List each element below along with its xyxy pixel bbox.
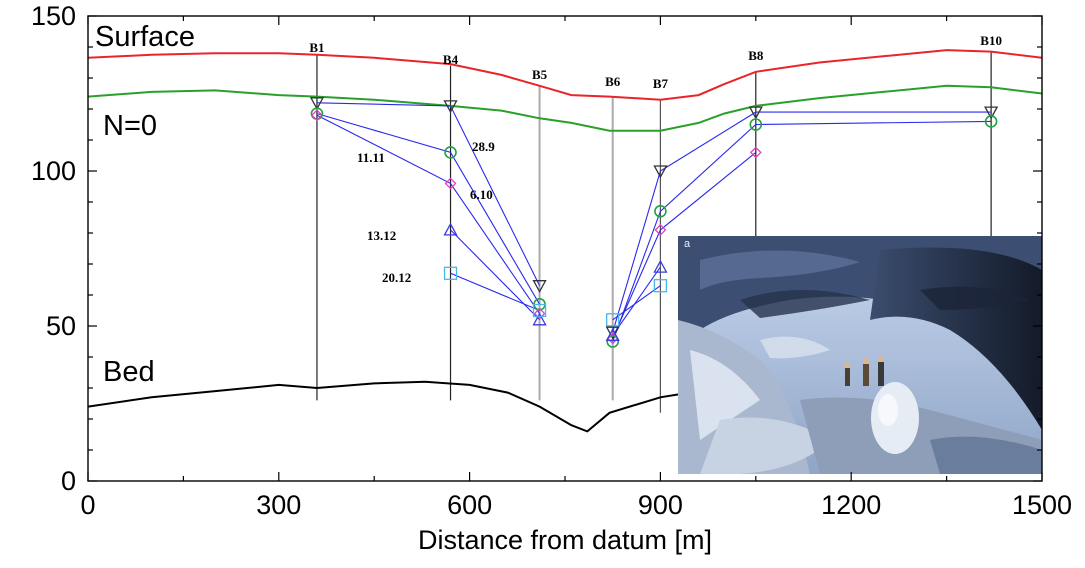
x-tick-label-900: 900 (638, 490, 683, 520)
borehole-label-b1: B1 (309, 40, 324, 55)
borehole-label-b5: B5 (532, 67, 548, 82)
y-tick-label-150: 150 (31, 1, 76, 31)
isochrone-1-point-6 (749, 118, 763, 131)
isochrone-2-point-0 (311, 109, 323, 122)
x-tick-label-1500: 1500 (1012, 490, 1072, 520)
isochrone-0-point-2 (532, 280, 547, 294)
y-tick-label-0: 0 (61, 466, 76, 496)
bed-label: Bed (103, 356, 155, 388)
isochrone-3-point-3 (605, 327, 620, 341)
borehole-label-b10: B10 (980, 33, 1002, 48)
surface-line (88, 49, 1042, 101)
isochrone-line-2 (316, 114, 757, 339)
x-tick-label-600: 600 (447, 490, 492, 520)
glacier-cave-photo: a (678, 236, 1042, 474)
isochrone-4-point-0 (443, 266, 458, 280)
photo-panel-letter: a (684, 238, 691, 250)
isochrone-0-point-7 (984, 106, 999, 120)
isochrone-line-1 (316, 113, 992, 342)
isochrone-line-4 (450, 272, 661, 321)
isochrone-3-point-1 (532, 312, 547, 326)
isochrone-4-point-4 (653, 279, 668, 293)
date-label-0: 28.9 (472, 139, 495, 154)
date-label-3: 13.12 (367, 228, 396, 243)
isochrone-0-point-0 (309, 97, 325, 111)
isochrone-4-point-1 (532, 303, 547, 318)
borehole-label-b6: B6 (605, 74, 621, 89)
date-label-4: 20.12 (382, 270, 411, 285)
isochrone-1-point-7 (984, 115, 998, 128)
isochrone-0-point-1 (443, 100, 458, 114)
isochrone-4-point-3 (606, 313, 620, 327)
date-label-2: 6.10 (470, 187, 493, 202)
isochrone-2-point-1 (444, 177, 457, 190)
date-label-1: 11.11 (357, 150, 385, 165)
surface-label: Surface (95, 21, 195, 53)
isochrone-0-point-4 (605, 326, 620, 340)
isochrone-1-point-5 (654, 205, 667, 218)
axes: B1 B4 B5 B6 B7 B8 B10 Surface N=0 Bed 28.9 11.11 6.1… (31, 1, 1072, 555)
isochrone-1-point-0 (310, 107, 324, 120)
isochrone-2-point-6 (749, 146, 762, 159)
borehole-label-b4: B4 (443, 52, 459, 67)
x-tick-label-0: 0 (80, 490, 95, 520)
isochrone-3-point-4 (653, 259, 668, 273)
isochrone-line-0 (316, 102, 992, 333)
isochrone-0-point-6 (748, 106, 763, 120)
bed-line (88, 380, 756, 433)
n0-line (88, 84, 1042, 132)
isochrone-0-point-5 (653, 165, 668, 179)
n0-label: N=0 (103, 110, 157, 142)
x-tick-label-300: 300 (256, 490, 301, 520)
isochrone-1-point-1 (444, 146, 457, 159)
y-tick-label-50: 50 (46, 311, 76, 341)
isochrone-3-point-0 (443, 222, 458, 236)
borehole-label-b7: B7 (653, 76, 669, 91)
plot-area (88, 49, 1042, 433)
isochrone-line-3 (450, 229, 661, 336)
isochrone-2-point-2 (533, 307, 546, 320)
borehole-label-b8: B8 (748, 48, 764, 63)
isochrone-2-point-5 (654, 223, 667, 236)
y-tick-label-100: 100 (31, 156, 76, 186)
x-tick-label-1200: 1200 (821, 490, 881, 520)
x-axis-title: Distance from datum [m] (418, 525, 712, 555)
isochrone-1-point-4 (606, 335, 620, 348)
